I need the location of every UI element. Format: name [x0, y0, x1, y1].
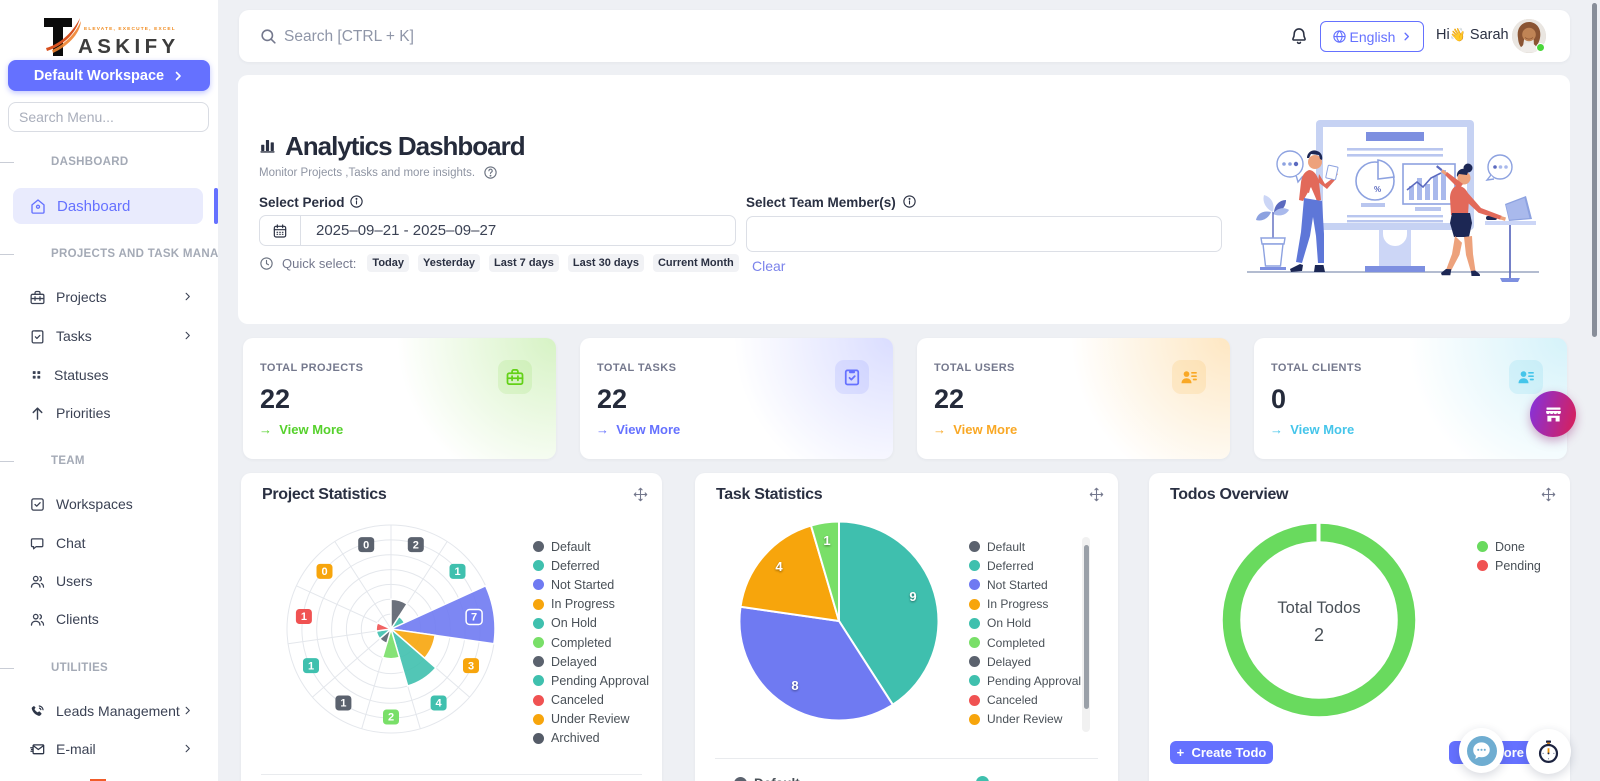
svg-text:4: 4 [436, 698, 443, 710]
svg-text:4: 4 [775, 559, 783, 574]
svg-text:9: 9 [909, 589, 916, 604]
svg-text:7: 7 [471, 612, 477, 624]
svg-text:Total Todos: Total Todos [1277, 599, 1360, 617]
svg-text:0: 0 [363, 539, 369, 551]
svg-text:ASKIFY: ASKIFY [78, 35, 180, 58]
svg-text:1: 1 [340, 698, 346, 710]
svg-text:2: 2 [413, 539, 419, 551]
svg-text:1: 1 [301, 611, 307, 623]
svg-text:3: 3 [468, 660, 474, 672]
svg-text:1: 1 [308, 660, 314, 672]
svg-text:1: 1 [454, 566, 460, 578]
svg-text:8: 8 [791, 678, 798, 693]
svg-text:%: % [1374, 185, 1381, 194]
svg-text:2: 2 [1314, 625, 1324, 645]
svg-text:2: 2 [388, 712, 394, 724]
svg-text:0: 0 [321, 566, 327, 578]
svg-text:ELEVATE, EXECUTE, EXCEL: ELEVATE, EXECUTE, EXCEL [84, 26, 176, 32]
svg-text:1: 1 [823, 533, 830, 548]
